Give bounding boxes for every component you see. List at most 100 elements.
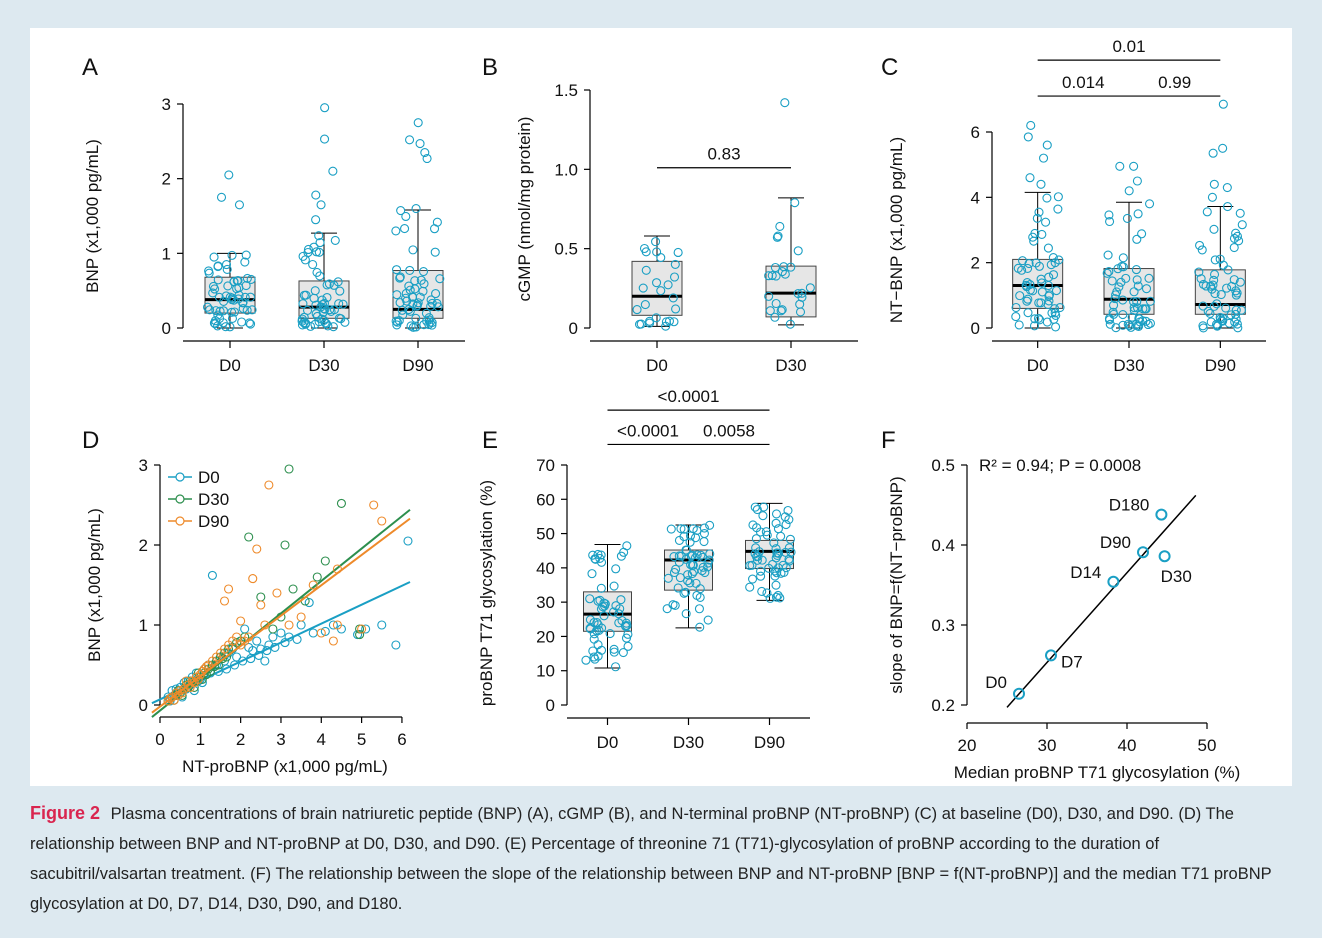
data-point: [1229, 242, 1239, 253]
data-point: [240, 257, 250, 267]
outlier-point: [1208, 148, 1218, 158]
data-point: [245, 292, 256, 302]
data-point: [334, 313, 344, 323]
data-point: [765, 306, 775, 316]
data-point: [773, 231, 783, 241]
data-point: [302, 305, 313, 315]
data-point: [1054, 255, 1064, 265]
data-point: [590, 654, 600, 664]
data-point: [222, 264, 232, 275]
data-point: [1028, 232, 1038, 242]
data-point: [1212, 299, 1222, 309]
regression-line: [151, 517, 411, 714]
scatter-point-d7: [1045, 649, 1057, 662]
x-tick-label: 5: [357, 730, 366, 749]
data-point: [679, 588, 689, 598]
data-point: [237, 317, 247, 327]
data-point: [418, 286, 428, 296]
outlier-point: [1025, 173, 1035, 183]
data-point: [1036, 274, 1046, 284]
x-tick-label: 20: [958, 736, 977, 755]
data-point: [621, 633, 632, 643]
data-point: [314, 231, 324, 241]
data-point: [685, 537, 695, 547]
scatter-point: [232, 632, 242, 642]
data-point: [1043, 243, 1053, 253]
data-point: [430, 247, 440, 257]
data-point: [1013, 263, 1023, 273]
data-point: [311, 309, 321, 319]
outlier-point: [1129, 161, 1139, 171]
box-D90: [1194, 269, 1246, 315]
data-point: [790, 198, 800, 208]
data-point: [221, 260, 232, 270]
scatter-point: [316, 628, 326, 638]
y-tick-label: 2: [162, 170, 171, 189]
data-point: [408, 245, 418, 255]
outlier-point: [328, 166, 338, 176]
data-point: [396, 206, 406, 216]
data-point: [1206, 281, 1216, 291]
data-point: [786, 547, 796, 557]
data-point: [1218, 316, 1228, 326]
y-tick-label: 2: [139, 536, 148, 555]
data-point: [1229, 275, 1239, 285]
data-point: [590, 554, 600, 564]
data-point: [1053, 204, 1063, 214]
data-point: [656, 286, 666, 296]
panel-b-chart: B 0 0.5 1.0 1.5 cGMP (nmol/mg protein) D0 D30 0.…: [482, 54, 858, 375]
data-point: [1121, 273, 1131, 283]
outlier-point: [311, 190, 321, 200]
y-tick-label: 30: [536, 593, 555, 612]
data-point: [776, 568, 786, 578]
outlier-point: [316, 200, 326, 210]
y-axis-label: slope of BNP=f(NT−proBNP): [887, 476, 906, 693]
data-point: [333, 277, 343, 287]
y-tick-label: 0: [162, 319, 171, 338]
data-point: [689, 566, 699, 576]
scatter-point: [252, 544, 262, 554]
legend-label: D30: [198, 490, 229, 509]
data-point: [1051, 322, 1061, 332]
data-point: [622, 541, 632, 551]
data-point: [797, 292, 807, 302]
scatter-point: [248, 574, 258, 584]
data-point: [1113, 264, 1123, 274]
data-point: [1221, 303, 1231, 313]
data-point: [1205, 308, 1215, 318]
data-point: [1133, 209, 1143, 219]
data-point: [771, 518, 781, 528]
data-point: [1014, 320, 1024, 330]
data-point: [329, 305, 340, 315]
data-point: [762, 588, 772, 598]
figure-panel: A 0 1 2 3 BNP (x1,000 pg/mL) D0 D30 D90 B 0 0.5 1.0 1…: [30, 28, 1292, 786]
data-point: [1129, 297, 1139, 307]
data-point: [769, 538, 779, 548]
data-point: [1030, 314, 1040, 324]
comparison-p-value: 0.01: [1112, 37, 1145, 56]
y-axis-label: cGMP (nmol/mg protein): [515, 117, 534, 302]
data-point: [762, 530, 772, 540]
data-point: [1032, 213, 1042, 223]
data-point: [303, 247, 313, 258]
data-point: [1223, 265, 1233, 275]
data-point: [432, 298, 442, 308]
data-point: [1104, 267, 1114, 277]
data-point: [781, 563, 791, 573]
scatter-point: [193, 674, 203, 684]
scatter-point: [288, 584, 298, 594]
data-point: [775, 221, 785, 231]
data-point: [663, 280, 673, 290]
data-point: [410, 276, 420, 286]
caption-figure-label: Figure 2: [30, 803, 101, 823]
x-axis-label: NT-proBNP (x1,000 pg/mL): [182, 757, 388, 776]
series-d90: [151, 480, 411, 714]
x-axis-label: Median proBNP T71 glycosylation (%): [954, 763, 1241, 782]
data-point: [317, 314, 327, 324]
data-point: [785, 534, 795, 544]
data-point: [1023, 263, 1033, 274]
data-point: [771, 544, 781, 554]
data-point: [688, 560, 698, 570]
data-point: [686, 551, 696, 561]
